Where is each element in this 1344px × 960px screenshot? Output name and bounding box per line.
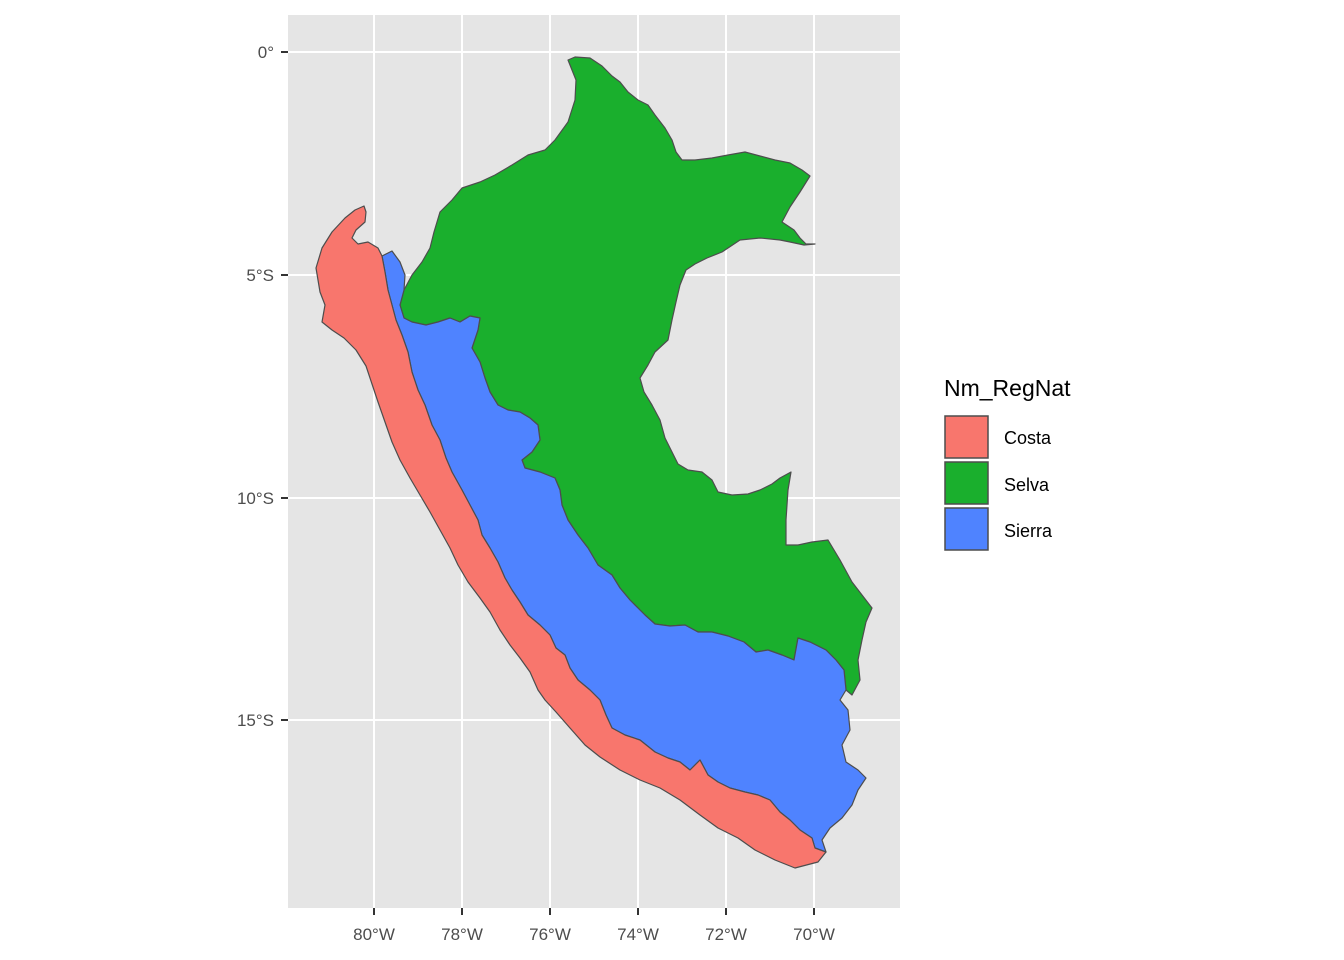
legend-label: Sierra	[1004, 521, 1053, 541]
y-tick-label: 5°S	[246, 266, 274, 285]
x-tick-label: 72°W	[705, 925, 747, 944]
legend-item-sierra: Sierra	[944, 507, 1053, 551]
legend-title: Nm_RegNat	[944, 375, 1071, 401]
x-tick-label: 74°W	[617, 925, 659, 944]
legend-swatch-costa	[944, 415, 989, 459]
axis-ticks	[281, 51, 815, 915]
y-tick-label: 0°	[258, 43, 274, 62]
x-tick-label: 78°W	[441, 925, 483, 944]
x-tick-label: 76°W	[529, 925, 571, 944]
map-regions	[315, 56, 873, 869]
legend-label: Costa	[1004, 428, 1052, 448]
legend-item-selva: Selva	[944, 461, 1050, 505]
y-tick-label: 15°S	[237, 711, 274, 730]
y-tick-label: 10°S	[237, 489, 274, 508]
x-tick-label: 80°W	[353, 925, 395, 944]
legend-swatch-sierra	[944, 507, 989, 551]
legend-item-costa: Costa	[944, 415, 1052, 459]
y-axis-labels: 0° 5°S 10°S 15°S	[237, 43, 274, 730]
legend-swatch-selva	[944, 461, 989, 505]
x-axis-labels: 80°W 78°W 76°W 74°W 72°W 70°W	[353, 925, 835, 944]
region-costa	[315, 205, 827, 869]
legend: Nm_RegNat Costa Selva Sierra	[944, 375, 1071, 551]
legend-label: Selva	[1004, 475, 1050, 495]
x-tick-label: 70°W	[793, 925, 835, 944]
